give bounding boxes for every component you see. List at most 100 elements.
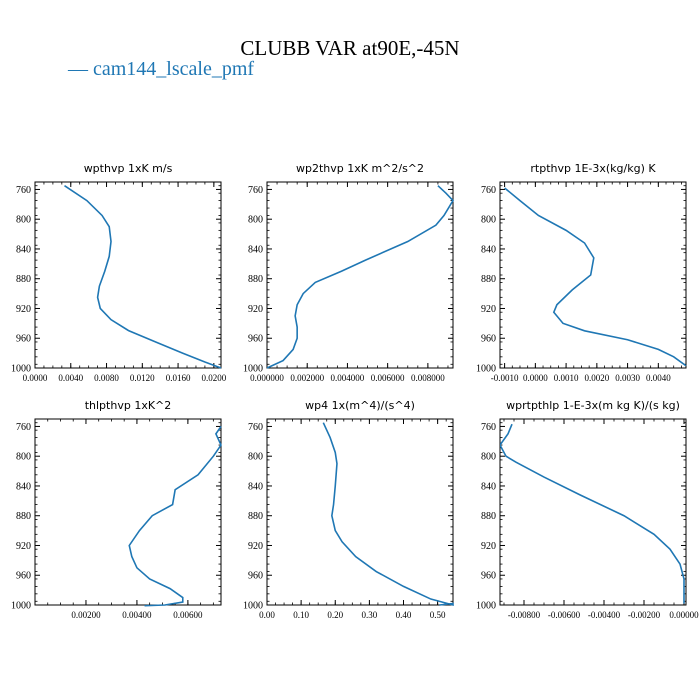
x-tick-label: 0.00400 (122, 610, 152, 620)
y-tick-label: 1000 (11, 601, 31, 612)
y-tick-label: 800 (248, 452, 263, 463)
y-tick-label: 920 (481, 304, 496, 315)
x-tick-label: 0.002000 (290, 373, 324, 383)
y-tick-label: 760 (16, 185, 31, 196)
x-tick-label: 0.0080 (94, 373, 119, 383)
y-tick-label: 800 (248, 215, 263, 226)
series-line (267, 185, 455, 369)
legend-line-glyph: — (68, 58, 88, 80)
y-tick-label: 880 (248, 274, 263, 285)
x-tick-label: 0.0030 (615, 373, 640, 383)
x-tick-label: 0.0160 (166, 373, 191, 383)
x-tick-label: -0.00800 (508, 610, 541, 620)
y-tick-label: 840 (248, 481, 263, 492)
y-tick-label: 760 (16, 422, 31, 433)
plot-frame (34, 181, 222, 369)
y-tick-label: 800 (16, 452, 31, 463)
y-tick-label: 920 (481, 541, 496, 552)
y-tick-label: 840 (248, 244, 263, 255)
y-tick-label: 800 (481, 215, 496, 226)
y-tick-label: 800 (481, 452, 496, 463)
x-tick-label: 0.006000 (371, 373, 405, 383)
y-tick-label: 760 (248, 422, 263, 433)
x-tick-label: 0.0120 (130, 373, 155, 383)
plot-frame (34, 418, 222, 606)
y-tick-label: 840 (16, 481, 31, 492)
y-tick-label: 760 (248, 185, 263, 196)
panel-title: rtpthvp 1E-3x(kg/kg) K (530, 162, 656, 175)
panel-2: wp2thvp 1xK m^2/s^2 760 800 840 880 920 960 100… (243, 162, 455, 383)
y-tick-label: 880 (16, 511, 31, 522)
x-tick-label: 0.0010 (554, 373, 579, 383)
panel-title: wp4 1x(m^4)/(s^4) (305, 399, 415, 412)
x-tick-label: 0.20 (327, 610, 343, 620)
x-tick-label: 0.50 (430, 610, 446, 620)
x-tick-label: -0.0010 (491, 373, 519, 383)
panel-title: wp2thvp 1xK m^2/s^2 (296, 162, 424, 175)
y-tick-label: 840 (481, 244, 496, 255)
panel-6: wprtpthlp 1-E-3x(m kg K)/(s kg) 760 800 840… (476, 399, 699, 620)
y-tick-label: 960 (248, 334, 263, 345)
y-tick-label: 1000 (243, 601, 263, 612)
x-tick-label: 0.000000 (250, 373, 284, 383)
x-tick-label: 0.10 (293, 610, 309, 620)
y-tick-label: 840 (481, 481, 496, 492)
y-tick-label: 800 (16, 215, 31, 226)
panel-3: rtpthvp 1E-3x(kg/kg) K 760 800 840 880 920 960… (476, 162, 687, 383)
y-tick-label: 960 (248, 571, 263, 582)
x-tick-label: 0.0040 (646, 373, 671, 383)
y-tick-label: 920 (16, 541, 31, 552)
y-tick-label: 960 (481, 334, 496, 345)
figure-title: CLUBB VAR at90E,-45N (240, 36, 460, 60)
legend-label: cam144_lscale_pmf (93, 58, 255, 80)
y-tick-label: 880 (248, 511, 263, 522)
x-tick-label: 0.00200 (71, 610, 101, 620)
panel-title: wpthvp 1xK m/s (84, 162, 173, 175)
x-tick-label: 0.00600 (173, 610, 203, 620)
y-tick-label: 1000 (476, 601, 496, 612)
legend: — cam144_lscale_pmf (68, 58, 254, 81)
plot-frame (499, 181, 687, 369)
panel-5: wp4 1x(m^4)/(s^4)76080084088092096010000… (243, 399, 454, 620)
x-tick-label: -0.00200 (628, 610, 661, 620)
x-tick-label: 0.008000 (411, 373, 445, 383)
x-tick-label: 0.0020 (584, 373, 609, 383)
y-tick-label: 1000 (11, 364, 31, 375)
panel-1: wpthvp 1xK m/s76080084088092096010000.00… (11, 162, 227, 383)
y-tick-label: 760 (481, 422, 496, 433)
panel-4: thlpthvp 1xK^2 760 800 840 880 920 960 1000 0.00… (11, 399, 222, 620)
y-tick-label: 920 (248, 541, 263, 552)
x-tick-label: 0.00000 (669, 610, 699, 620)
y-tick-label: 1000 (476, 364, 496, 375)
series-line (504, 187, 687, 367)
plot-frame (499, 418, 687, 606)
x-tick-label: 0.40 (396, 610, 412, 620)
y-tick-label: 840 (16, 244, 31, 255)
y-tick-label: 880 (481, 511, 496, 522)
x-tick-label: 0.0000 (23, 373, 48, 383)
series-line (322, 422, 454, 607)
y-tick-label: 1000 (243, 364, 263, 375)
y-tick-label: 920 (248, 304, 263, 315)
x-tick-label: -0.00600 (548, 610, 581, 620)
series-line (128, 425, 222, 607)
y-tick-label: 960 (481, 571, 496, 582)
x-tick-label: 0.0000 (523, 373, 548, 383)
panel-title: wprtpthlp 1-E-3x(m kg K)/(s kg) (506, 399, 680, 412)
series-line (500, 423, 685, 604)
y-tick-label: 960 (16, 334, 31, 345)
x-tick-label: 0.30 (362, 610, 378, 620)
plot-frame (266, 181, 454, 369)
plot-frame (266, 418, 454, 606)
x-tick-label: 0.0040 (58, 373, 83, 383)
series-line (64, 185, 222, 369)
x-tick-label: 0.0200 (201, 373, 226, 383)
x-tick-label: 0.004000 (331, 373, 365, 383)
y-tick-label: 880 (16, 274, 31, 285)
panel-title: thlpthvp 1xK^2 (85, 399, 172, 412)
x-tick-label: -0.00400 (588, 610, 621, 620)
y-tick-label: 920 (16, 304, 31, 315)
x-tick-label: 0.00 (259, 610, 275, 620)
